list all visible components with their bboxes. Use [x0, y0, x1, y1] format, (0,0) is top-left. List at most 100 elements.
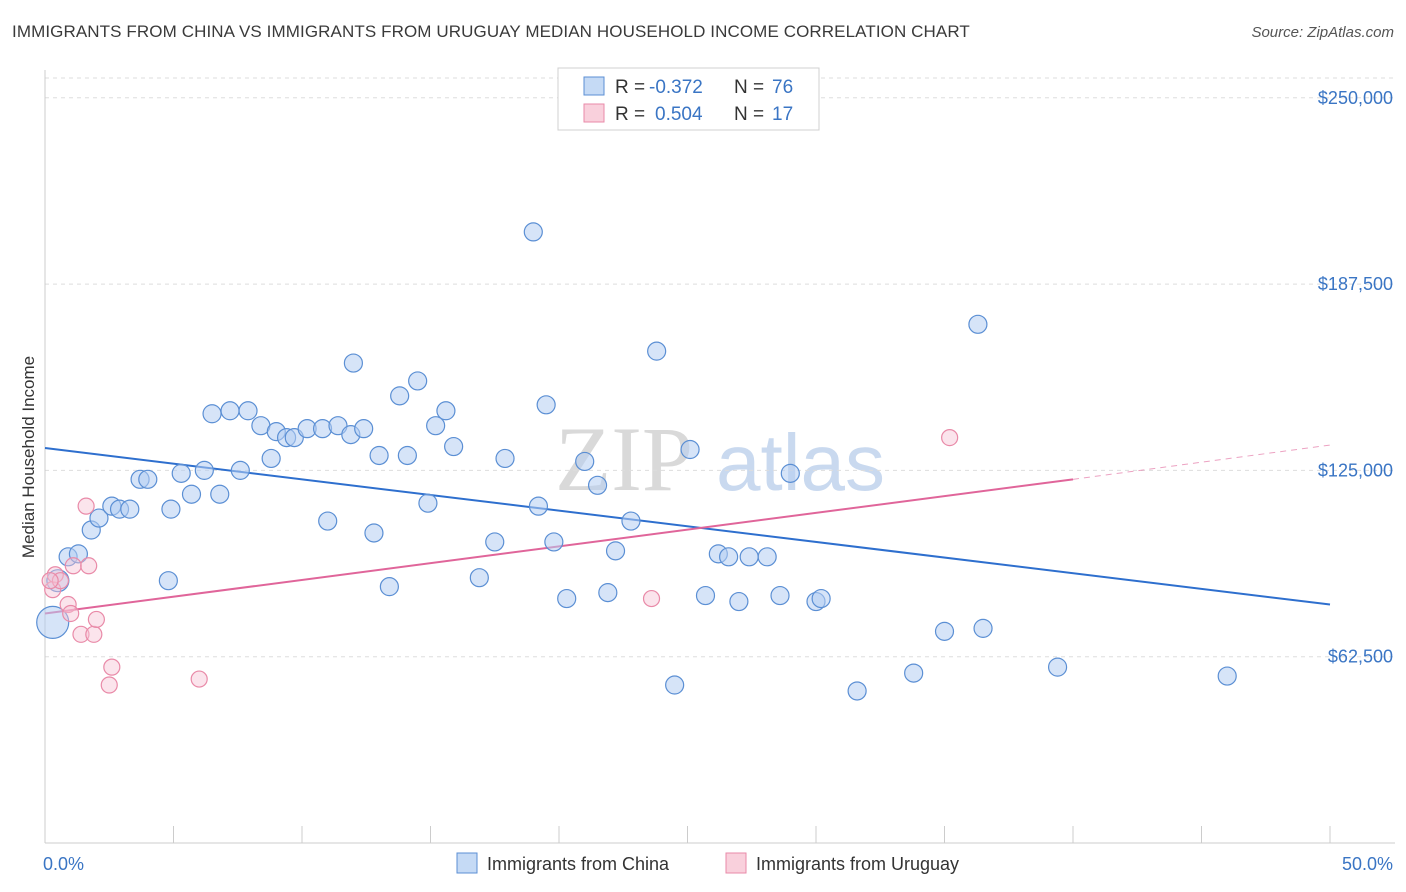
point-china — [665, 675, 685, 695]
point-china — [36, 605, 70, 640]
legend-china-r-value: -0.372 — [649, 77, 703, 98]
point-china — [1047, 657, 1068, 677]
point-china — [343, 353, 363, 373]
point-china — [418, 493, 438, 513]
point-uruguay — [77, 497, 95, 515]
point-china — [598, 583, 618, 603]
axes — [44, 70, 1395, 844]
x-tick-label-max: 50.0% — [1342, 854, 1393, 874]
legend-uruguay-r-value: 0.504 — [655, 104, 703, 125]
legend-china-n-value: 76 — [772, 77, 793, 98]
point-china — [495, 448, 515, 469]
point-china — [230, 460, 250, 480]
series-legend: Immigrants from China Immigrants from Ur… — [456, 852, 959, 874]
gridlines — [45, 77, 1395, 658]
point-china — [379, 577, 399, 597]
point-china — [695, 585, 716, 606]
y-tick-labels: $62,500 $125,000 $187,500 $250,000 — [1318, 88, 1393, 667]
point-china — [390, 386, 410, 406]
point-china — [680, 439, 700, 460]
point-china — [904, 663, 924, 683]
y-tick-label: $125,000 — [1318, 460, 1393, 480]
point-china — [1217, 666, 1237, 686]
point-uruguay — [642, 589, 661, 608]
trend-line-uruguay-extension — [1072, 444, 1331, 480]
watermark-atlas: atlas — [716, 418, 885, 507]
legend-uruguay-r-label: R = — [615, 104, 645, 125]
bottom-legend-china-swatch — [456, 852, 478, 874]
point-china — [120, 499, 140, 519]
point-china — [605, 541, 626, 561]
bottom-legend-uruguay-label: Immigrants from Uruguay — [756, 854, 959, 874]
point-china — [729, 591, 749, 612]
chart-title: IMMIGRANTS FROM CHINA VS IMMIGRANTS FROM… — [12, 22, 970, 41]
stats-legend: R = -0.372 N = 76 R = 0.504 N = 17 — [557, 67, 820, 131]
point-china — [210, 484, 230, 504]
point-china — [647, 341, 667, 361]
point-china — [397, 445, 417, 466]
point-china — [138, 469, 158, 489]
point-china — [261, 448, 281, 469]
point-china — [847, 681, 867, 701]
x-tick-label-min: 0.0% — [43, 854, 84, 874]
point-uruguay — [62, 604, 80, 623]
point-china — [89, 508, 109, 528]
legend-china-r-label: R = — [615, 77, 645, 98]
point-china — [364, 523, 384, 543]
point-china — [968, 314, 988, 334]
legend-uruguay-swatch — [583, 103, 605, 123]
legend-china-n-label: N = — [734, 77, 764, 98]
point-uruguay — [64, 557, 82, 575]
watermark: ZIP atlas — [555, 408, 885, 510]
point-china — [444, 436, 464, 457]
point-china — [770, 585, 790, 606]
point-china — [536, 395, 556, 415]
y-tick-label: $187,500 — [1318, 274, 1393, 294]
bottom-legend-china-label: Immigrants from China — [487, 854, 670, 874]
point-china — [202, 404, 222, 424]
point-china — [369, 445, 389, 466]
point-uruguay — [72, 625, 90, 643]
point-china — [161, 499, 181, 519]
point-china — [436, 401, 456, 421]
point-china — [181, 484, 202, 504]
point-china — [757, 547, 777, 567]
source-label: Source: ZipAtlas.com — [1251, 24, 1394, 41]
point-china — [318, 511, 338, 531]
x-tick-labels: 0.0% 50.0% — [43, 854, 1393, 874]
point-china — [557, 588, 577, 609]
point-china — [485, 532, 505, 552]
point-china — [354, 419, 374, 439]
point-uruguay — [100, 676, 118, 694]
point-china — [719, 547, 739, 567]
series-china-points — [36, 222, 1237, 701]
point-china — [426, 416, 446, 436]
point-uruguay — [87, 610, 106, 629]
point-china — [523, 222, 543, 242]
point-china — [544, 532, 564, 552]
point-china — [575, 451, 595, 472]
bottom-legend-uruguay-swatch — [725, 852, 747, 874]
point-china — [739, 547, 759, 567]
point-uruguay — [941, 428, 959, 447]
point-china — [811, 588, 831, 609]
legend-china-swatch — [583, 76, 605, 96]
trend-line-china — [44, 447, 1331, 606]
point-china — [587, 475, 608, 495]
point-china — [220, 401, 240, 421]
y-tick-label: $250,000 — [1318, 88, 1393, 108]
y-axis-title: Median Household Income — [19, 356, 38, 558]
y-tick-label: $62,500 — [1328, 647, 1393, 667]
point-china — [171, 463, 191, 483]
legend-uruguay-n-label: N = — [734, 104, 764, 125]
point-china — [528, 496, 549, 516]
point-china — [408, 371, 428, 391]
series-uruguay-points — [41, 428, 959, 694]
point-uruguay — [41, 572, 59, 590]
point-china — [158, 571, 178, 591]
point-china — [469, 568, 489, 588]
point-china — [780, 463, 800, 483]
point-uruguay — [80, 557, 98, 575]
point-china — [621, 511, 641, 531]
